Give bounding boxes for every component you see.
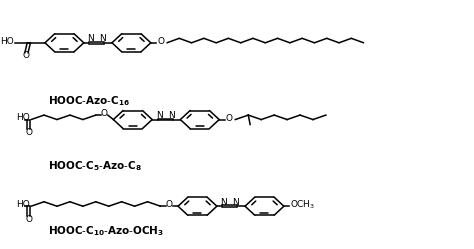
Text: N: N [156, 111, 163, 120]
Text: N: N [87, 34, 94, 43]
Text: O: O [23, 51, 30, 60]
Text: N: N [168, 111, 174, 120]
Text: O: O [25, 215, 32, 224]
Text: HO: HO [0, 37, 13, 46]
Text: O: O [165, 200, 173, 209]
Text: N: N [232, 197, 239, 206]
Text: HO: HO [16, 113, 29, 122]
Text: O: O [100, 109, 108, 118]
Text: CH$_3$: CH$_3$ [296, 198, 315, 211]
Text: $\mathbf{HOOC\text{-}C_{10}\text{-}Azo\text{-}OCH_3}$: $\mathbf{HOOC\text{-}C_{10}\text{-}Azo\t… [48, 224, 164, 238]
Text: O: O [291, 200, 298, 209]
Text: O: O [25, 128, 32, 137]
Text: N: N [220, 197, 227, 206]
Text: N: N [100, 34, 106, 43]
Text: O: O [157, 37, 164, 46]
Text: $\mathbf{HOOC\text{-}Azo\text{-}C_{16}}$: $\mathbf{HOOC\text{-}Azo\text{-}C_{16}}$ [48, 94, 130, 108]
Text: $\mathbf{HOOC\text{-}C_5\text{-}Azo\text{-}C_8}$: $\mathbf{HOOC\text{-}C_5\text{-}Azo\text… [48, 160, 142, 174]
Text: HO: HO [16, 200, 29, 209]
Text: O: O [226, 114, 233, 123]
